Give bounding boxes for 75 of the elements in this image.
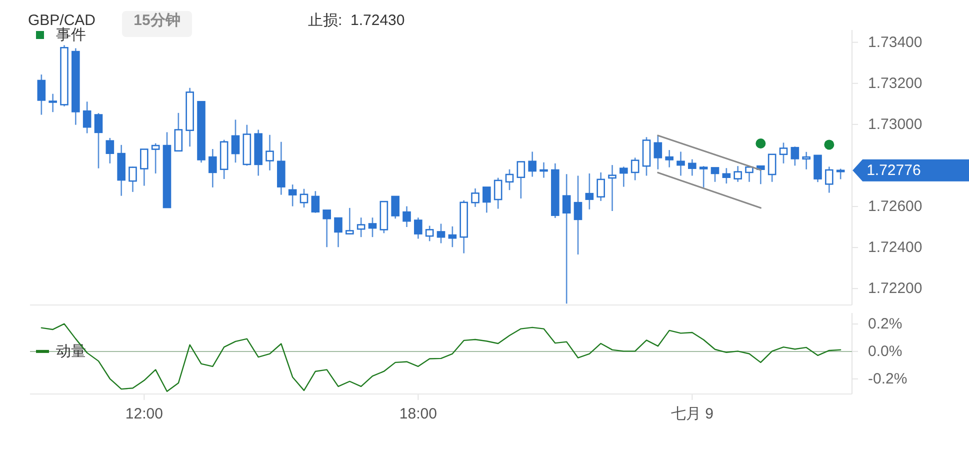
- candlestick: [151, 142, 160, 174]
- candlestick: [94, 112, 103, 169]
- candlestick: [174, 112, 183, 152]
- candlestick: [368, 216, 377, 238]
- candlestick: [608, 164, 616, 212]
- x-tick-label: 18:00: [399, 406, 437, 422]
- candlestick: [688, 158, 696, 176]
- candlestick: [494, 177, 502, 210]
- candlestick: [391, 196, 400, 220]
- candlestick: [231, 119, 240, 164]
- candlestick: [48, 93, 57, 113]
- candlestick: [128, 166, 137, 193]
- candlestick: [356, 216, 366, 238]
- annotation: 1.72776: [866, 162, 921, 179]
- legend-label: 动量: [56, 342, 86, 360]
- candlestick: [779, 142, 788, 164]
- candlestick: [37, 74, 46, 116]
- candlestick: [414, 216, 422, 240]
- candlestick: [311, 190, 320, 214]
- candlestick: [208, 148, 217, 188]
- candlestick: [562, 173, 571, 304]
- candlestick: [322, 210, 331, 248]
- candlestick: [402, 206, 411, 228]
- candlestick: [574, 175, 582, 256]
- candlestick: [516, 161, 526, 200]
- candlestick: [814, 154, 822, 183]
- y-tick-label: 1.73400: [868, 34, 922, 51]
- x-tick-label: 七月 9: [670, 406, 714, 422]
- candlestick: [82, 100, 92, 134]
- line-series: [40, 323, 842, 392]
- candlestick: [676, 151, 685, 176]
- candlestick: [768, 154, 776, 183]
- candlestick: [699, 165, 708, 188]
- candlestick: [802, 151, 810, 170]
- chart-subtitle: 15分钟: [134, 12, 180, 29]
- legend-label: 事件: [56, 26, 86, 44]
- candlestick: [745, 165, 754, 183]
- y-tick-label: 0.0%: [868, 342, 902, 360]
- candlestick: [448, 226, 457, 248]
- candlestick: [710, 167, 720, 183]
- candlestick: [836, 168, 845, 180]
- candlestick: [630, 157, 640, 181]
- candlestick: [825, 166, 834, 194]
- candlestick: [482, 186, 491, 214]
- candlestick: [620, 166, 628, 188]
- candlestick: [346, 207, 354, 236]
- price-tag: 1.72776: [852, 159, 969, 182]
- candlestick: [505, 168, 514, 191]
- candlestick: [436, 223, 446, 244]
- candlestick: [734, 165, 742, 183]
- candlestick: [654, 134, 662, 170]
- candlestick: [106, 137, 114, 164]
- candlestick: [722, 167, 731, 184]
- candlestick: [334, 217, 342, 248]
- y-tick-label: -0.2%: [868, 370, 908, 388]
- candlestick: [790, 146, 800, 166]
- candlestick: [585, 172, 594, 210]
- candlestick: [266, 134, 274, 172]
- candlestick: [665, 149, 674, 168]
- candlestick: [471, 188, 480, 208]
- candlestick: [540, 162, 548, 178]
- x-tick-label: 12:00: [125, 406, 163, 422]
- candlestick: [300, 188, 308, 208]
- candlestick: [140, 148, 148, 186]
- candlestick: [528, 151, 536, 178]
- y-tick-label: 0.2%: [868, 315, 902, 332]
- y-tick-label: 1.72200: [868, 280, 922, 298]
- candlestick: [288, 184, 297, 207]
- y-tick-label: 1.73200: [868, 74, 922, 92]
- y-tick-label: 1.72400: [868, 239, 922, 256]
- y-tick-label: 1.73000: [868, 116, 922, 133]
- candlestick: [425, 225, 434, 242]
- candlestick: [596, 172, 605, 202]
- y-tick-label: 1.72600: [868, 198, 922, 215]
- text: 止损: 1.72430: [308, 12, 405, 29]
